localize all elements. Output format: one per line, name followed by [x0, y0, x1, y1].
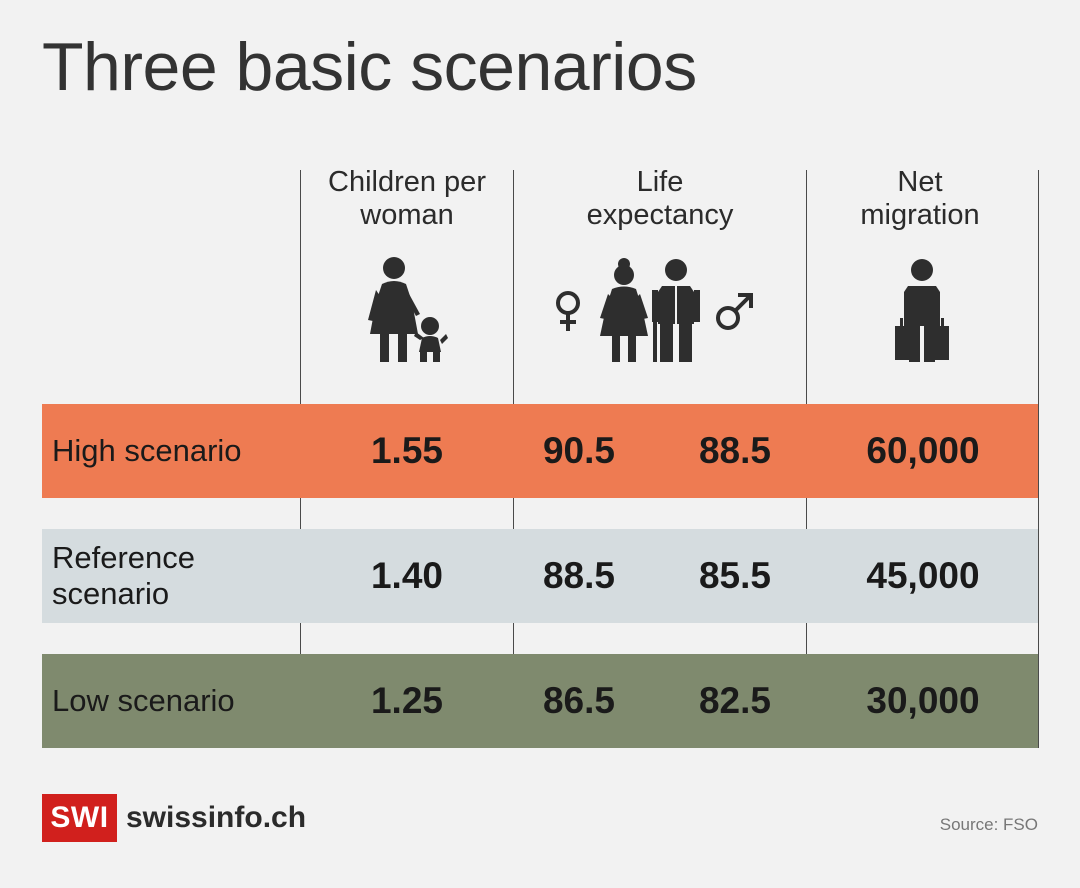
- elderly-couple-icon: [600, 258, 700, 362]
- cell-net-migration: 60,000: [866, 430, 980, 471]
- source-note: Source: FSO: [939, 815, 1038, 834]
- table-row: High scenario 1.55 90.5 88.5 60,000: [42, 404, 1038, 498]
- table-row: Low scenario 1.25 86.5 82.5 30,000: [42, 654, 1038, 748]
- cell-net-migration: 30,000: [866, 680, 980, 721]
- column-header-children: Children per woman: [328, 166, 486, 231]
- swissinfo-logo: SWI swissinfo.ch: [42, 794, 306, 842]
- cell-children-per-woman: 1.40: [370, 555, 443, 596]
- page-title: Three basic scenarios: [42, 29, 697, 105]
- swi-logo-box: SWI: [42, 794, 117, 842]
- cell-children-per-woman: 1.25: [370, 680, 443, 721]
- cell-life-expectancy-male: 85.5: [698, 555, 771, 596]
- cell-life-expectancy-female: 88.5: [542, 555, 615, 596]
- male-symbol-icon: [716, 293, 753, 330]
- cell-life-expectancy-female: 90.5: [542, 430, 615, 471]
- female-symbol-icon: [556, 291, 580, 331]
- column-header-net-migration: Net migration: [860, 166, 980, 231]
- cell-life-expectancy-female: 86.5: [542, 680, 615, 721]
- cell-children-per-woman: 1.55: [370, 430, 443, 471]
- cell-life-expectancy-male: 88.5: [698, 430, 771, 471]
- brand-name: swissinfo.ch: [126, 801, 307, 834]
- mother-child-icon: [368, 257, 448, 362]
- row-label: Low scenario: [52, 683, 235, 718]
- cell-life-expectancy-male: 82.5: [698, 680, 771, 721]
- row-label: High scenario: [52, 433, 242, 468]
- table-row: Reference scenario 1.40 88.5 85.5 45,000: [42, 529, 1038, 623]
- person-with-luggage-icon: [895, 259, 949, 362]
- cell-net-migration: 45,000: [866, 555, 980, 596]
- column-divider: [1038, 170, 1039, 748]
- column-header-life-expectancy: Life expectancy: [586, 166, 734, 231]
- row-label: Reference scenario: [52, 540, 196, 611]
